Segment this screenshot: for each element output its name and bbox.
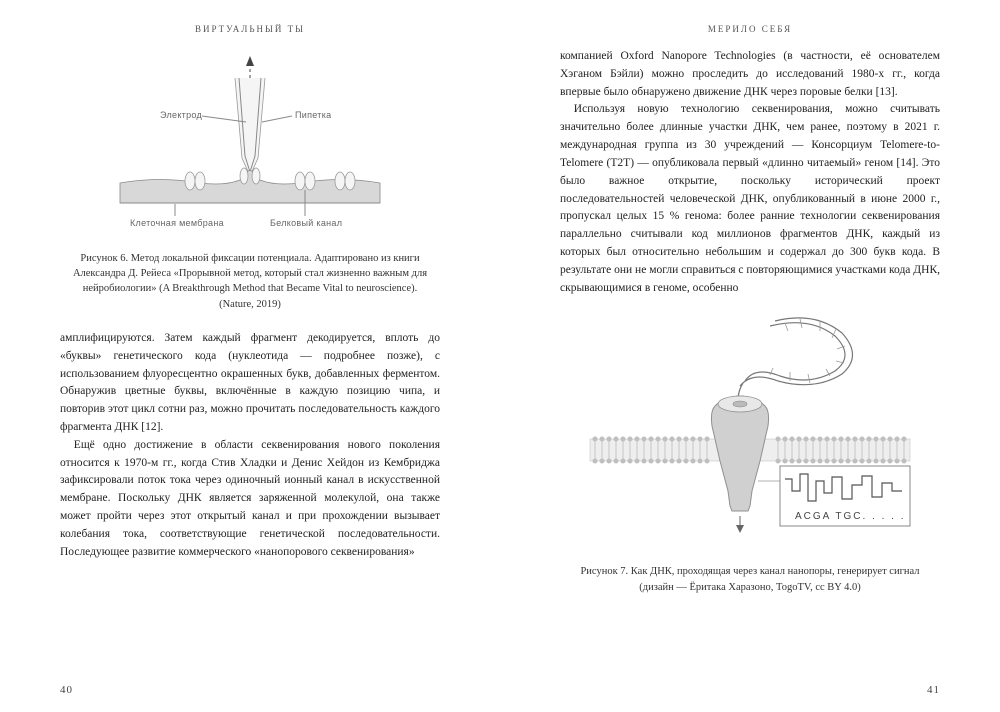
- paragraph: Ещё одно достижение в области секвениров…: [60, 437, 440, 562]
- figure-7: ACGA TGC. . . . .: [560, 311, 940, 556]
- label-electrode: Электрод: [160, 110, 203, 120]
- figure-6: Электрод Пипетка Клеточная мембрана Белк: [60, 48, 440, 243]
- page-number-left: 40: [60, 684, 73, 696]
- page-number-right: 41: [927, 684, 940, 696]
- sequence-readout: ACGA TGC. . . . .: [795, 511, 906, 522]
- body-text-right: компанией Oxford Nanopore Technologies (…: [560, 48, 940, 297]
- running-head-left: ВИРТУАЛЬНЫЙ ТЫ: [60, 24, 440, 34]
- body-text-left: амплифицируются. Затем каждый фрагмент д…: [60, 330, 440, 562]
- paragraph: амплифицируются. Затем каждый фрагмент д…: [60, 330, 440, 437]
- paragraph: Используя новую технологию секвенировани…: [560, 101, 940, 297]
- label-channel: Белковый канал: [270, 218, 342, 228]
- page-left: ВИРТУАЛЬНЫЙ ТЫ Электрод Пипетка: [0, 0, 500, 712]
- figure-6-caption: Рисунок 6. Метод локальной фиксации поте…: [70, 251, 430, 312]
- nanopore-diagram: ACGA TGC. . . . .: [580, 311, 920, 551]
- patch-clamp-diagram: Электрод Пипетка Клеточная мембрана Белк: [100, 48, 400, 238]
- label-pipette: Пипетка: [295, 110, 331, 120]
- running-head-right: МЕРИЛО СЕБЯ: [560, 24, 940, 34]
- paragraph: компанией Oxford Nanopore Technologies (…: [560, 48, 940, 101]
- page-right: МЕРИЛО СЕБЯ компанией Oxford Nanopore Te…: [500, 0, 1000, 712]
- label-membrane: Клеточная мембрана: [130, 218, 224, 228]
- figure-7-caption: Рисунок 7. Как ДНК, проходящая через кан…: [570, 564, 930, 594]
